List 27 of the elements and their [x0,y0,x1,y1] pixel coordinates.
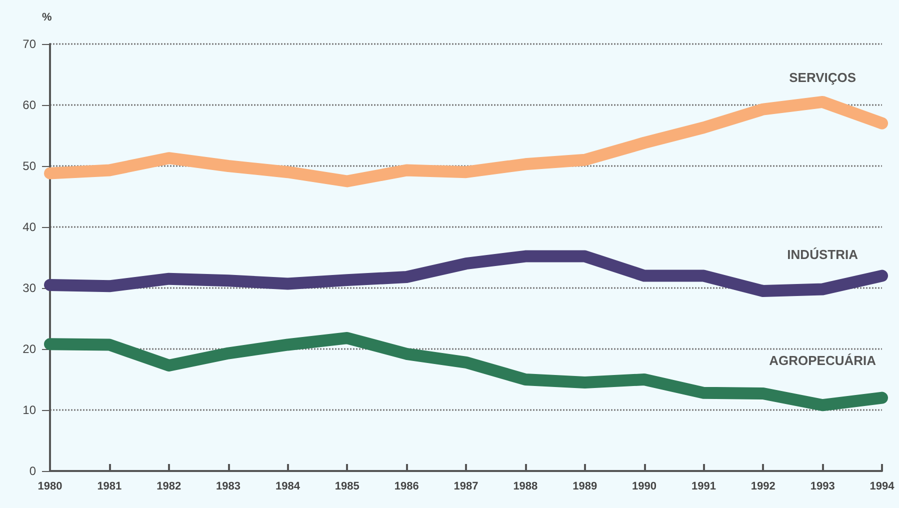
y-tick-label: 40 [22,220,36,234]
y-axis-title: % [42,12,52,24]
series-label: SERVIÇOS [789,70,856,85]
x-tick-label: 1981 [97,480,122,492]
text: AGROPECUÁRIA [769,353,877,368]
y-tick-label: 50 [22,159,36,173]
y-tick-label: 0 [29,464,36,478]
x-tick-label: 1985 [334,480,360,492]
x-tick-label: 1987 [454,480,478,492]
x-tick-label: 1994 [870,480,896,492]
x-tick-label: 1991 [691,480,716,492]
x-tick-label: 1990 [632,480,657,492]
x-tick-label: 1980 [38,480,62,492]
y-tick-label: 10 [22,403,36,417]
x-tick-label: 1986 [394,480,419,492]
series-label: INDÚSTRIA [787,247,859,262]
y-tick-label: 60 [22,98,36,112]
y-tick-label: 30 [22,281,36,295]
x-tick-label: 1993 [810,480,835,492]
x-tick-label: 1984 [275,480,301,492]
x-tick-label: 1983 [216,480,241,492]
y-tick-label: 20 [22,342,36,356]
y-tick-label: 70 [22,37,36,51]
x-tick-label: 1988 [513,480,538,492]
x-tick-label: 1982 [156,480,182,492]
x-tick-label: 1989 [572,480,598,492]
x-tick-label: 1992 [750,480,776,492]
